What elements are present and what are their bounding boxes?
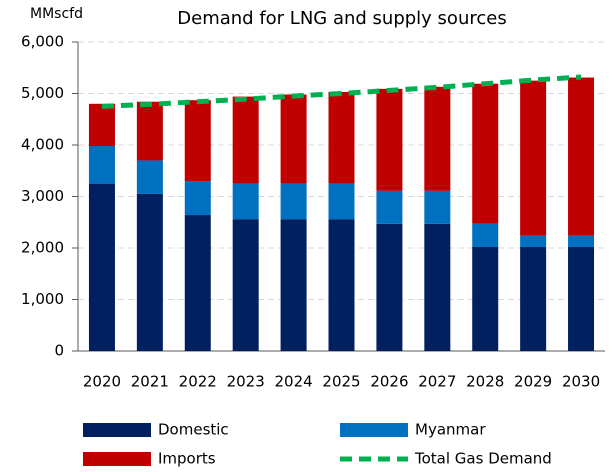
x-tick-label: 2020 [83,373,121,391]
bar-segment [184,181,211,216]
x-tick-label: 2024 [274,373,312,391]
x-tick-label: 2026 [370,373,408,391]
bar-segment [472,223,499,247]
legend-label: Imports [158,450,216,468]
bar-segment [136,101,163,161]
bar-segment [472,246,499,351]
x-tick-label: 2028 [466,373,504,391]
bar-segment [88,146,115,184]
y-tick-label: 1,000 [21,290,64,308]
legend-label: Total Gas Demand [414,450,552,468]
bar-segment [520,80,547,236]
bar-segment [424,223,451,351]
bar-segment [184,100,211,182]
y-tick-label: 6,000 [21,33,64,51]
x-tick-label: 2029 [514,373,552,391]
bar-segment [328,91,355,184]
bar-segment [568,235,595,247]
bar-segment [568,246,595,351]
y-tick-label: 4,000 [21,136,64,154]
bar-segment [520,246,547,351]
bar-segment [376,190,403,224]
bar-segment [184,215,211,351]
bar-segment [472,83,499,224]
y-tick-label: 2,000 [21,239,64,257]
bar-segment [232,183,259,220]
bar-segment [376,223,403,351]
bar-segment [280,94,307,184]
legend-swatch [83,452,151,466]
legend-label: Domestic [158,421,229,439]
x-tick-label: 2022 [179,373,217,391]
x-tick-label: 2027 [418,373,456,391]
y-axis-label: MMscfd [30,6,83,22]
bar-segment [520,235,547,247]
bar-segment [376,88,403,191]
x-tick-label: 2025 [322,373,360,391]
legend-label: Myanmar [415,421,486,439]
bar-segment [136,160,163,194]
bar-segment [280,183,307,220]
chart-title: Demand for LNG and supply sources [177,8,506,29]
bar-segment [232,96,259,184]
bar-segment [328,219,355,351]
legend-swatch [340,423,408,437]
legend-swatch [83,423,151,437]
bar-segment [88,183,115,351]
bar-segment [280,219,307,351]
x-tick-label: 2023 [227,373,265,391]
line-series [101,74,582,109]
x-tick-label: 2030 [562,373,600,391]
y-tick-label: 5,000 [21,84,64,102]
bar-segment [328,183,355,220]
x-tick-label: 2021 [131,373,169,391]
bar-segment [136,193,163,351]
bar-segment [568,77,595,236]
bar-segment [424,86,451,191]
bar-segment [232,219,259,351]
y-tick-label: 0 [54,342,64,360]
bar-segment [88,103,115,147]
y-tick-label: 3,000 [21,187,64,205]
bar-segment [424,190,451,224]
